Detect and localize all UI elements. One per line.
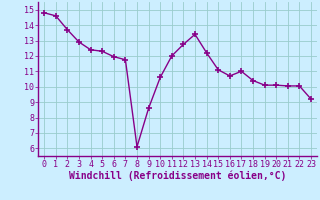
X-axis label: Windchill (Refroidissement éolien,°C): Windchill (Refroidissement éolien,°C) [69, 171, 286, 181]
